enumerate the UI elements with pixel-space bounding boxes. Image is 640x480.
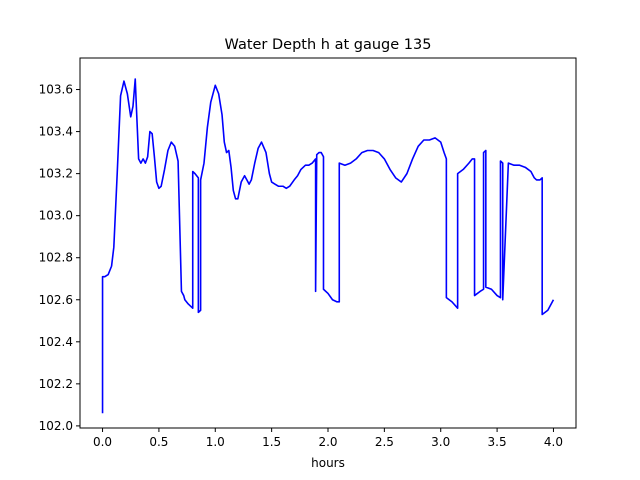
x-tick-label: 0.0	[93, 435, 112, 449]
x-tick-label: 4.0	[544, 435, 563, 449]
x-tick-label: 1.5	[262, 435, 281, 449]
x-tick-label: 3.0	[431, 435, 450, 449]
y-tick-label: 103.0	[39, 209, 73, 223]
chart-title: Water Depth h at gauge 135	[225, 37, 432, 53]
y-tick-label: 102.4	[39, 335, 73, 349]
plot-area	[101, 78, 555, 414]
x-axis-label: hours	[311, 456, 345, 470]
x-axis-ticks: 0.0 0.5 1.0 1.5 2.0 2.5 3.0 3.5 4.0	[93, 428, 563, 449]
x-tick-label: 1.0	[206, 435, 225, 449]
y-tick-label: 103.2	[39, 167, 73, 181]
x-tick-label: 3.5	[488, 435, 507, 449]
y-tick-label: 103.4	[39, 125, 73, 139]
y-tick-label: 103.6	[39, 83, 73, 97]
x-tick-label: 2.0	[318, 435, 337, 449]
x-tick-label: 0.5	[149, 435, 168, 449]
x-tick-label: 2.5	[375, 435, 394, 449]
y-tick-label: 102.0	[39, 419, 73, 433]
series-line-0	[101, 78, 555, 414]
y-tick-label: 102.6	[39, 293, 73, 307]
y-axis-ticks: 102.0 102.2 102.4 102.6 102.8 103.0 103.2 103.4…	[39, 83, 80, 433]
y-tick-label: 102.8	[39, 251, 73, 265]
y-tick-label: 102.2	[39, 377, 73, 391]
